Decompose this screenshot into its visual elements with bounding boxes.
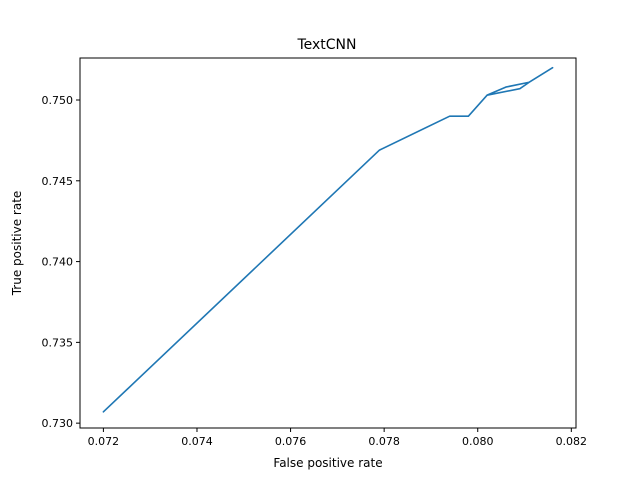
y-tick-label: 0.735 (42, 336, 74, 349)
y-tick-label: 0.750 (42, 94, 74, 107)
x-tick-label: 0.082 (556, 435, 588, 448)
y-tick-label: 0.740 (42, 256, 74, 269)
plot-frame (79, 57, 577, 429)
y-tick-label: 0.730 (42, 417, 74, 430)
roc-curve-line (102, 66, 554, 413)
x-tick-label: 0.078 (368, 435, 400, 448)
y-axis-label: True positive rate (10, 191, 24, 297)
y-axis-ticks: 0.730 0.735 0.740 0.745 0.750 (42, 94, 80, 430)
x-tick-label: 0.076 (275, 435, 307, 448)
x-tick-label: 0.074 (181, 435, 213, 448)
chart-title: TextCNN (296, 37, 356, 53)
x-tick-label: 0.072 (88, 435, 120, 448)
x-axis-ticks: 0.072 0.074 0.076 0.078 0.080 0.082 (88, 428, 587, 448)
y-tick-label: 0.745 (42, 175, 74, 188)
x-tick-label: 0.080 (462, 435, 494, 448)
series-layer (102, 66, 554, 413)
x-axis-label: False positive rate (273, 456, 382, 470)
